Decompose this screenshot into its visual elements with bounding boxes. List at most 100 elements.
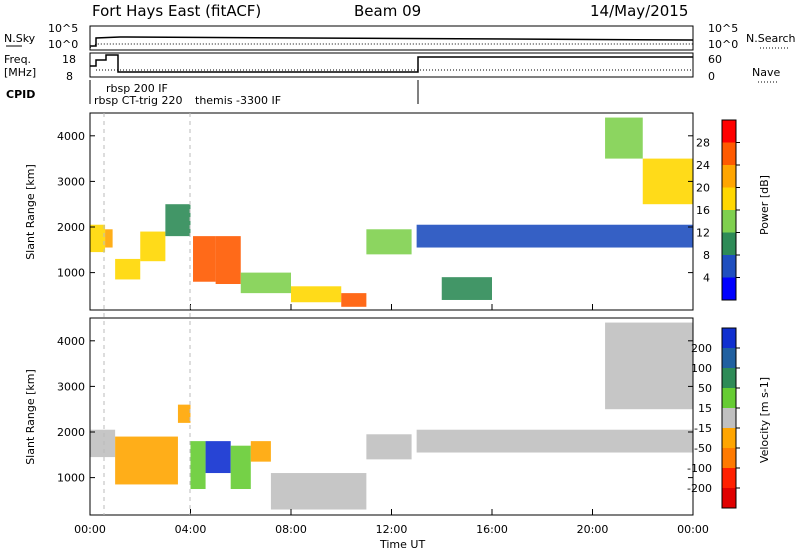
colorbar-swatch (722, 165, 736, 188)
heatmap-cell (291, 286, 342, 303)
cpid-mode-1: rbsp 200 IF (106, 82, 168, 95)
heatmap-cell (90, 224, 106, 253)
colorbar-tick-label: 20 (696, 182, 710, 195)
colorbar-tick-label: 24 (696, 159, 710, 172)
heatmap-cell (605, 322, 693, 410)
y-tick-label: 4000 (57, 130, 85, 143)
colorbar-swatch (722, 448, 736, 468)
heatmap-cell (605, 117, 643, 159)
colorbar-swatch (722, 368, 736, 388)
colorbar-tick-label: 50 (698, 382, 712, 395)
freq-panel (89, 52, 694, 78)
heatmap-cell (240, 272, 291, 294)
heatmap-cell (190, 441, 206, 490)
freq-label-line2: [MHz] (4, 66, 36, 79)
colorbar-frame (721, 327, 737, 509)
colorbar-swatch (722, 328, 736, 348)
velocity-colorbar: 200 100 50 15 -15 -50 -100 -200 (687, 327, 740, 509)
colorbar-tick-label: -200 (687, 482, 712, 495)
colorbar-tick-label: 100 (691, 362, 712, 375)
velocity-heatmap-cells (90, 322, 693, 510)
x-tick-label: 00:00 (677, 523, 709, 536)
freq-line (90, 54, 693, 73)
colorbar-swatch (722, 187, 736, 210)
heatmap-cell (177, 404, 191, 423)
heatmap-cell (165, 204, 191, 237)
nsky-label: N.Sky (4, 32, 36, 45)
freq-tick-top: 18 (62, 53, 76, 66)
colorbar-tick-label: 4 (703, 272, 710, 285)
colorbar-swatch (722, 232, 736, 255)
colorbar-tick-label: 28 (696, 137, 710, 150)
power-colorbar-label: Power [dB] (758, 175, 771, 235)
heatmap-cell (416, 224, 693, 248)
heatmap-cell (250, 441, 271, 462)
heatmap-cell (341, 293, 367, 307)
power-ylabel: Slant Range [km] (24, 164, 37, 260)
time-axis-ticks: 00:00 04:00 08:00 12:00 16:00 20:00 00:00 (74, 304, 709, 536)
date-label: 14/May/2015 (590, 2, 688, 20)
nsky-line (90, 36, 694, 47)
heatmap-cell (90, 429, 116, 458)
colorbar-swatch (722, 428, 736, 448)
colorbar-swatch (722, 388, 736, 408)
nsky-tick-top: 10^5 (48, 22, 78, 35)
heatmap-cell (105, 229, 113, 248)
colorbar-swatch (722, 255, 736, 278)
colorbar-swatch (722, 210, 736, 233)
x-tick-label: 16:00 (476, 523, 508, 536)
heatmap-cell (366, 434, 412, 460)
station-title: Fort Hays East (fitACF) (92, 2, 261, 20)
heatmap-cell (366, 229, 412, 255)
colorbar-tick-label: -100 (687, 462, 712, 475)
y-tick-label: 2000 (57, 221, 85, 234)
nsearch-tick-bottom: 10^0 (708, 38, 738, 51)
nsky-tick-bottom: 10^0 (48, 38, 78, 51)
power-y-ticks: 1000 2000 3000 4000 (57, 130, 693, 280)
colorbar-tick-label: 16 (696, 204, 710, 217)
power-colorbar: 4 8 12 16 20 24 28 (696, 119, 740, 301)
heatmap-cell (270, 473, 367, 510)
heatmap-cell (416, 429, 693, 453)
heatmap-cell (115, 258, 141, 280)
colorbar-swatch (722, 488, 736, 508)
velocity-y-ticks: 1000 2000 3000 4000 (57, 335, 693, 485)
velocity-colorbar-label: Velocity [m s-1] (758, 377, 771, 463)
nave-tick-top: 60 (708, 53, 722, 66)
x-tick-label: 12:00 (376, 523, 408, 536)
colorbar-tick-label: 12 (696, 227, 710, 240)
y-tick-label: 1000 (57, 267, 85, 280)
cpid-mode-2: rbsp CT-trig 220 (94, 94, 182, 107)
x-tick-label: 20:00 (577, 523, 609, 536)
y-tick-label: 2000 (57, 426, 85, 439)
beam-label: Beam 09 (354, 2, 421, 20)
colorbar-tick-label: 15 (698, 402, 712, 415)
colorbar-swatch (722, 142, 736, 165)
y-tick-label: 3000 (57, 175, 85, 188)
heatmap-cell (115, 436, 178, 485)
time-axis-label: Time UT (379, 538, 425, 551)
colorbar-tick-label: 200 (691, 342, 712, 355)
heatmap-cell (441, 277, 492, 300)
freq-label-line1: Freq. (4, 53, 31, 66)
x-tick-label: 00:00 (74, 523, 106, 536)
colorbar-swatch (722, 468, 736, 488)
heatmap-cell (140, 231, 166, 262)
heatmap-cell (215, 236, 241, 285)
velocity-ylabel: Slant Range [km] (24, 369, 37, 465)
colorbar-swatch (722, 120, 736, 143)
y-tick-label: 1000 (57, 472, 85, 485)
power-heatmap-cells (90, 117, 693, 307)
nsky-panel (89, 25, 694, 51)
heatmap-cell (205, 441, 231, 474)
cpid-label: CPID (6, 88, 35, 101)
x-tick-label: 04:00 (175, 523, 207, 536)
heatmap-cell (642, 158, 693, 205)
freq-tick-bottom: 8 (66, 70, 73, 83)
colorbar-tick-label: 8 (703, 249, 710, 262)
colorbar-tick-label: -50 (694, 442, 712, 455)
nsearch-label: N.Search (746, 32, 796, 45)
heatmap-cell (230, 445, 251, 490)
y-tick-label: 3000 (57, 380, 85, 393)
